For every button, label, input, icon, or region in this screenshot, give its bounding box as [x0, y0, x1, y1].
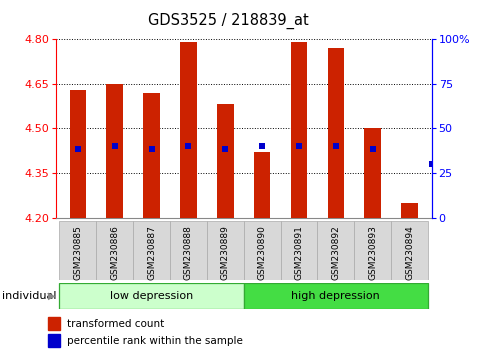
Point [148, 146, 155, 152]
Text: ▶: ▶ [47, 291, 55, 301]
Bar [327, 48, 344, 218]
Text: GSM230886: GSM230886 [110, 225, 119, 280]
Text: GSM230888: GSM230888 [183, 225, 193, 280]
Bar [243, 283, 427, 309]
Point [427, 161, 435, 167]
Point [294, 143, 302, 149]
Text: individual: individual [2, 291, 57, 301]
Text: GSM230890: GSM230890 [257, 225, 266, 280]
Bar [106, 84, 123, 218]
Point [74, 146, 82, 152]
Point [111, 143, 119, 149]
Text: GSM230885: GSM230885 [73, 225, 82, 280]
Bar [253, 152, 270, 218]
Text: GSM230894: GSM230894 [404, 225, 413, 280]
Point [257, 143, 265, 149]
Text: low depression: low depression [110, 291, 193, 301]
Bar [207, 221, 243, 280]
Bar [133, 221, 170, 280]
Text: GDS3525 / 218839_at: GDS3525 / 218839_at [147, 12, 308, 29]
Bar [143, 93, 160, 218]
Bar [60, 221, 96, 280]
Point [368, 146, 376, 152]
Bar [353, 221, 390, 280]
Text: GSM230887: GSM230887 [147, 225, 156, 280]
Text: high depression: high depression [291, 291, 379, 301]
Bar [69, 90, 86, 218]
Bar [317, 221, 353, 280]
Bar [96, 221, 133, 280]
Text: GSM230893: GSM230893 [367, 225, 377, 280]
Bar [170, 221, 207, 280]
Text: GSM230892: GSM230892 [331, 225, 340, 280]
Text: GSM230889: GSM230889 [220, 225, 229, 280]
Text: transformed count: transformed count [66, 319, 164, 329]
Bar [280, 221, 317, 280]
Text: percentile rank within the sample: percentile rank within the sample [66, 336, 242, 346]
Bar [47, 334, 60, 347]
Point [221, 146, 229, 152]
Bar [363, 129, 380, 218]
Bar [390, 221, 427, 280]
Point [331, 143, 339, 149]
Bar [400, 203, 417, 218]
Point [184, 143, 192, 149]
Bar [60, 283, 243, 309]
Bar [180, 42, 197, 218]
Text: GSM230891: GSM230891 [294, 225, 303, 280]
Bar [243, 221, 280, 280]
Bar [290, 42, 307, 218]
Bar [216, 104, 233, 218]
Bar [47, 318, 60, 330]
